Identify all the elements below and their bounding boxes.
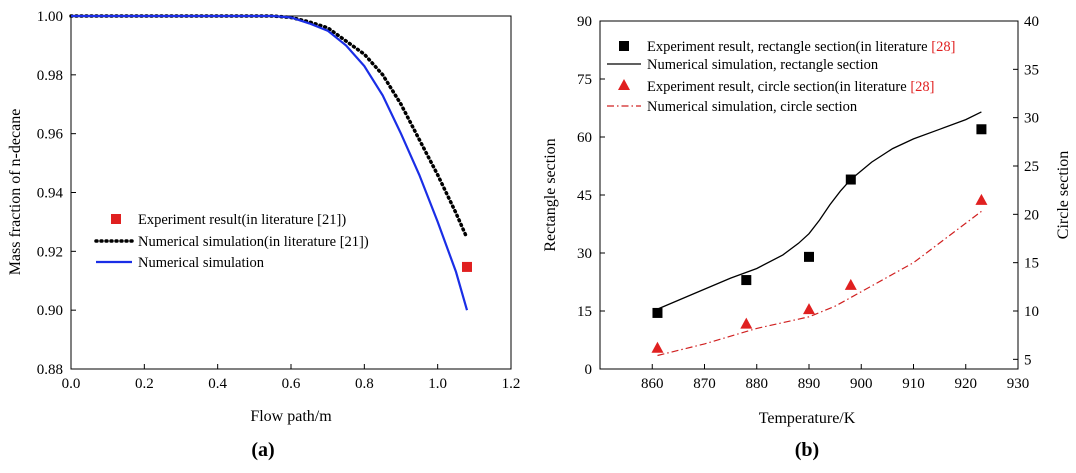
chart-a-x-ticks: 0.0 0.2 0.4 0.6 0.8 1.0 1.2 — [62, 364, 521, 392]
chart-b-y2label: Circle section — [1055, 151, 1072, 239]
legend-a-label-0: Experiment result(in literature [21]) — [138, 212, 346, 228]
chart-a-xlabel: Flow path/m — [250, 408, 332, 425]
chart-b-y-tick-label: 0 — [585, 362, 593, 378]
legend-b-label-0-text: Experiment result, rectangle section(in … — [647, 39, 928, 55]
chart-b-point-square — [741, 275, 752, 286]
chart-a-y-tick-label: 0.90 — [37, 303, 63, 319]
chart-a-y-tick-label: 0.96 — [37, 127, 64, 143]
chart-b-y-tick-label: 90 — [577, 14, 592, 30]
chart-a-legend: Experiment result(in literature [21]) Nu… — [94, 212, 369, 271]
chart-b-y2-tick-label: 35 — [1024, 62, 1039, 78]
legend-b-entry-3: Numerical simulation, circle section — [607, 99, 858, 115]
chart-a-y-ticks: 0.88 0.90 0.92 0.94 0.96 0.98 1.00 — [37, 9, 76, 378]
chart-b-point-triangle — [803, 303, 815, 315]
chart-a-y-tick-label: 1.00 — [37, 9, 63, 25]
chart-b-series-line-1 — [657, 111, 982, 310]
legend-b-label-2-ref: [28] — [910, 79, 934, 95]
chart-b-series-line-3 — [657, 210, 982, 357]
chart-b-panel-label: (b) — [795, 439, 819, 461]
chart-b-y2-tick-label: 20 — [1024, 207, 1039, 223]
legend-a-entry-2: Numerical simulation — [96, 255, 265, 271]
legend-b-label-0: Experiment result, rectangle section(in … — [647, 39, 955, 55]
chart-a-x-tick-label: 0.8 — [355, 376, 374, 392]
legend-b-label-0-ref: [28] — [931, 39, 955, 55]
chart-b-point-square — [652, 307, 663, 318]
chart-a-x-tick-label: 1.0 — [428, 376, 447, 392]
chart-a-y-tick-label: 0.88 — [37, 362, 63, 378]
legend-b-entry-1: Numerical simulation, rectangle section — [607, 57, 879, 73]
chart-b-x-tick-label: 910 — [902, 376, 925, 392]
chart-b-y2-ticks: 5 10 15 20 25 30 35 40 — [1013, 14, 1039, 368]
legend-b-marker-2 — [618, 79, 630, 90]
legend-a-entry-1: Numerical simulation(in literature [21]) — [94, 234, 369, 250]
chart-b-y-tick-label: 60 — [577, 130, 592, 146]
chart-a-y-tick-label: 0.92 — [37, 244, 63, 260]
chart-b-y2-tick-label: 30 — [1024, 111, 1039, 127]
chart-b-y2-tick-label: 5 — [1024, 352, 1032, 368]
chart-b: 860 870 880 890 900 910 920 930 0 15 30 45 60 75 90 5… — [542, 14, 1072, 461]
chart-b-point-triangle — [651, 341, 664, 353]
chart-a: 0.0 0.2 0.4 0.6 0.8 1.0 1.2 0.880.900.920.940.… — [7, 9, 520, 461]
chart-b-y-ticks: 0 15 30 45 60 75 90 — [577, 14, 605, 378]
legend-b-label-3: Numerical simulation, circle section — [647, 99, 858, 115]
chart-a-x-tick-label: 0.6 — [282, 376, 301, 392]
legend-b-marker-0 — [619, 41, 629, 51]
chart-b-x-tick-label: 900 — [850, 376, 873, 392]
chart-a-series-line-1 — [69, 14, 469, 240]
chart-a-x-tick-label: 1.2 — [502, 376, 521, 392]
chart-b-point-square — [976, 124, 987, 135]
chart-b-x-tick-label: 920 — [955, 376, 978, 392]
chart-b-ylabel: Rectangle section — [542, 138, 559, 251]
chart-a-y-tick-label: 0.94 — [37, 186, 64, 202]
chart-b-legend: Experiment result, rectangle section(in … — [607, 39, 955, 115]
chart-b-xlabel: Temperature/K — [759, 410, 856, 427]
legend-a-marker-0 — [111, 214, 121, 224]
chart-a-point — [462, 261, 472, 272]
chart-b-y2-tick-label: 40 — [1024, 14, 1039, 30]
chart-b-y2-tick-label: 25 — [1024, 159, 1039, 175]
chart-b-y-tick-label: 30 — [577, 246, 592, 262]
chart-b-x-ticks: 860 870 880 890 900 910 920 930 — [641, 364, 1029, 392]
chart-b-x-tick-label: 930 — [1007, 376, 1030, 392]
chart-a-x-tick-label: 0.2 — [135, 376, 154, 392]
legend-b-label-2: Experiment result, circle section(in lit… — [647, 79, 934, 95]
legend-b-entry-0: Experiment result, rectangle section(in … — [619, 39, 955, 55]
legend-b-label-1: Numerical simulation, rectangle section — [647, 57, 879, 73]
chart-a-y-tick-label: 0.98 — [37, 68, 63, 84]
chart-b-point-triangle — [975, 193, 988, 205]
chart-b-y2-tick-label: 10 — [1024, 304, 1039, 320]
chart-b-x-tick-label: 860 — [641, 376, 664, 392]
legend-a-label-1: Numerical simulation(in literature [21]) — [138, 234, 369, 250]
chart-a-series — [69, 14, 472, 311]
legend-a-label-2: Numerical simulation — [138, 255, 265, 271]
legend-b-label-2-text: Experiment result, circle section(in lit… — [647, 79, 907, 95]
chart-b-point-triangle — [740, 317, 753, 329]
chart-b-y-tick-label: 45 — [577, 188, 592, 204]
chart-b-y-tick-label: 15 — [577, 304, 592, 320]
chart-a-ylabel: Mass fraction of n-decane — [7, 109, 24, 276]
legend-b-entry-2: Experiment result, circle section(in lit… — [618, 79, 934, 95]
chart-b-point-triangle — [844, 278, 857, 290]
chart-a-panel-label: (a) — [251, 439, 274, 461]
chart-a-x-tick-label: 0.0 — [62, 376, 81, 392]
chart-b-x-tick-label: 880 — [746, 376, 769, 392]
chart-b-series — [651, 111, 988, 357]
legend-a-entry-0: Experiment result(in literature [21]) — [111, 212, 346, 228]
chart-b-y2-tick-label: 15 — [1024, 256, 1039, 272]
chart-b-x-tick-label: 890 — [798, 376, 821, 392]
chart-a-series-line-2 — [71, 14, 469, 311]
chart-b-x-tick-label: 870 — [693, 376, 716, 392]
chart-a-x-tick-label: 0.4 — [208, 376, 227, 392]
chart-b-y-tick-label: 75 — [577, 72, 592, 88]
chart-b-point-square — [804, 251, 814, 262]
